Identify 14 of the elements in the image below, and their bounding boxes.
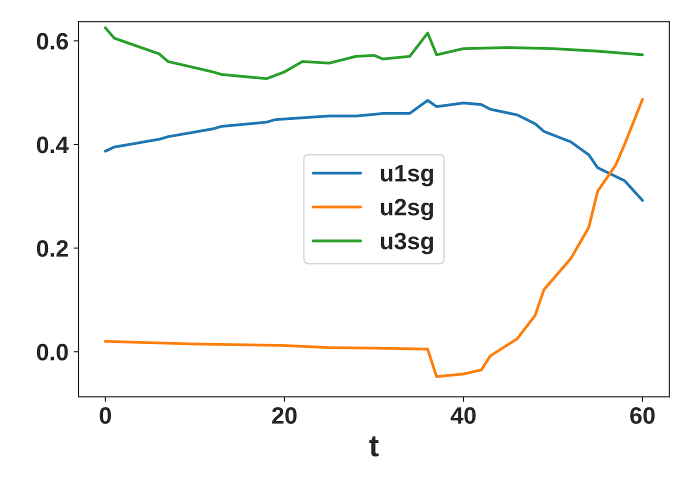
x-tick-label: 40 <box>450 407 476 424</box>
line-series <box>104 98 644 378</box>
legend-label: u3sg <box>380 232 433 254</box>
x-tick-label: 0 <box>100 407 111 424</box>
y-tick-label: 0.6 <box>36 32 68 50</box>
y-tick-label: 0.2 <box>36 240 68 257</box>
legend-label: u1sg <box>380 165 433 186</box>
legend-label: u2sg <box>380 198 433 220</box>
x-tick-label: 20 <box>272 407 297 424</box>
y-tick-label: 0.4 <box>36 136 69 154</box>
x-tick-label: 60 <box>630 407 655 424</box>
x-axis-title: t <box>369 436 379 457</box>
line-series <box>104 26 644 80</box>
y-tick-label: 0.0 <box>36 344 68 361</box>
